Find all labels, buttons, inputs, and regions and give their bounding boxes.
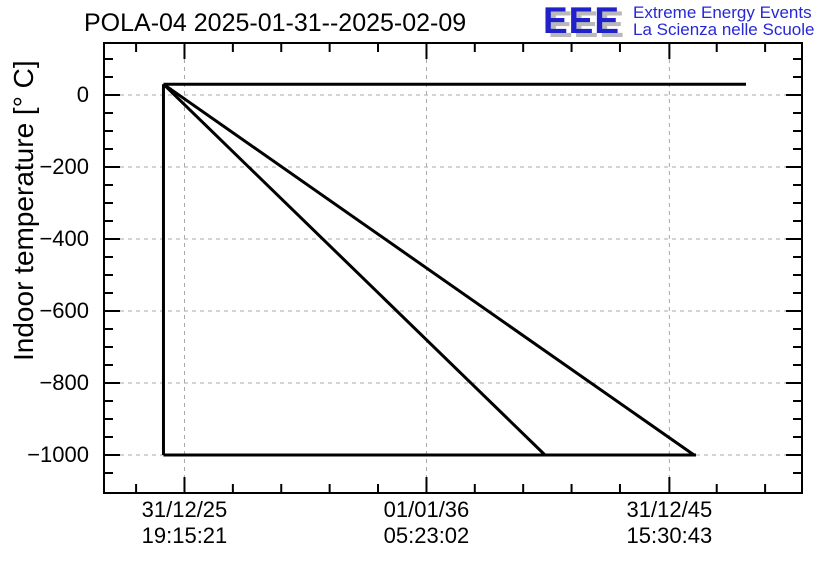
y-tick-label: −800 [39, 370, 89, 395]
data-line-segment [162, 83, 547, 457]
x-tick-date: 31/12/25 [141, 497, 228, 522]
data-line-segment [162, 82, 695, 457]
y-tick-label: −600 [39, 298, 89, 323]
y-tick-label: −1000 [27, 442, 89, 467]
eee-logo-letters: EEE [543, 0, 621, 41]
eee-logo-tagline-line1: Extreme Energy Events [633, 3, 812, 22]
y-axis-title: Indoor temperature [° C] [8, 60, 39, 361]
x-tick-label: 01/01/36 05:23:02 [341, 497, 511, 549]
x-tick-time: 15:30:43 [626, 523, 713, 548]
plot-frame [103, 42, 803, 494]
y-tick-label: −200 [39, 154, 89, 179]
x-tick-label: 31/12/45 15:30:43 [584, 497, 754, 549]
x-tick-label: 31/12/25 19:15:21 [99, 497, 269, 549]
y-tick-label: −400 [39, 226, 89, 251]
chart-title: POLA-04 2025-01-31--2025-02-09 [84, 9, 467, 37]
eee-logo-tagline-line2: La Scienza nelle Scuole [633, 20, 815, 39]
x-tick-time: 19:15:21 [141, 523, 228, 548]
x-tick-date: 01/01/36 [383, 497, 470, 522]
y-tick-label: 0 [76, 82, 89, 107]
x-tick-date: 31/12/45 [626, 497, 713, 522]
x-tick-time: 05:23:02 [383, 523, 470, 548]
eee-logo-tagline: Extreme Energy Events La Scienza nelle S… [633, 4, 814, 38]
